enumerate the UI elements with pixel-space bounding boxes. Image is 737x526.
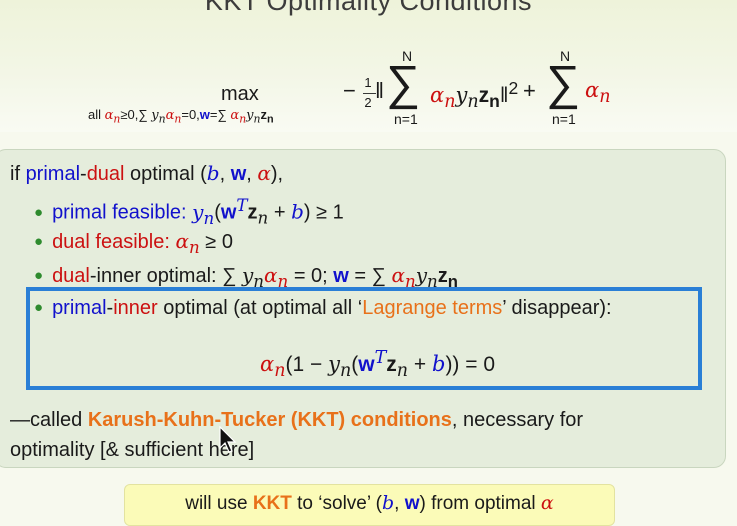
bullet-icon: ● [34,203,44,221]
sum-term: αn [585,78,611,108]
bottom-note: will use KKT to ‘solve’ (b, w) from opti… [124,484,615,526]
bullet-icon: ● [34,233,44,250]
bullet-dual-feasible: ● dual feasible: αn ≥ 0 [34,229,233,257]
bullet-primal-inner: ● primal-inner optimal (at optimal all ‘L… [34,297,612,319]
plus-sign: + [523,78,536,103]
sum-symbol: ∑ [546,57,581,110]
bullet-icon: ● [34,267,44,284]
bullet-icon: ● [34,299,44,316]
sum-lower-limit: n=1 [552,111,576,127]
highlight-frame [26,287,702,390]
title-band [0,0,737,132]
sum-lower-limit: n=1 [394,111,418,127]
slide-title: KKT Optimality Conditions [204,0,533,16]
bullet-primal-feasible: ● primal feasible: yn(wTzn + b) ≥ 1 [34,196,344,228]
sum-symbol: ∑ [386,57,421,110]
bullet-dual-inner: ● dual-inner optimal: ∑ ynαn = 0; w = ∑ α… [34,263,458,291]
sum-term: αnynzn‖2 [430,78,519,113]
kkt-closing-line2: optimality [& sufficient here] [10,439,255,461]
sum-upper-limit: N [402,48,413,64]
max-constraint: all αn≥0,∑ ynαn=0,w=∑ αnynzn [88,107,274,126]
sum-upper-limit: N [560,48,571,64]
kkt-intro: if primal-dual optimal (b, w, α), [10,161,284,185]
complementary-slackness-equation: αn(1 − yn(wTzn + b)) = 0 [260,348,496,382]
kkt-closing-line1: —called Karush-Kuhn-Tucker (KKT) conditi… [10,409,584,431]
minus-sign: − [343,78,356,103]
norm-open: ‖ [375,78,385,103]
kkt-conditions-box [0,149,726,468]
kkt-name: Karush-Kuhn-Tucker (KKT) conditions [87,409,452,431]
max-operator: max [221,83,259,105]
half-fraction: 1 ― 2 [363,75,376,110]
mouse-cursor-icon [219,426,237,453]
